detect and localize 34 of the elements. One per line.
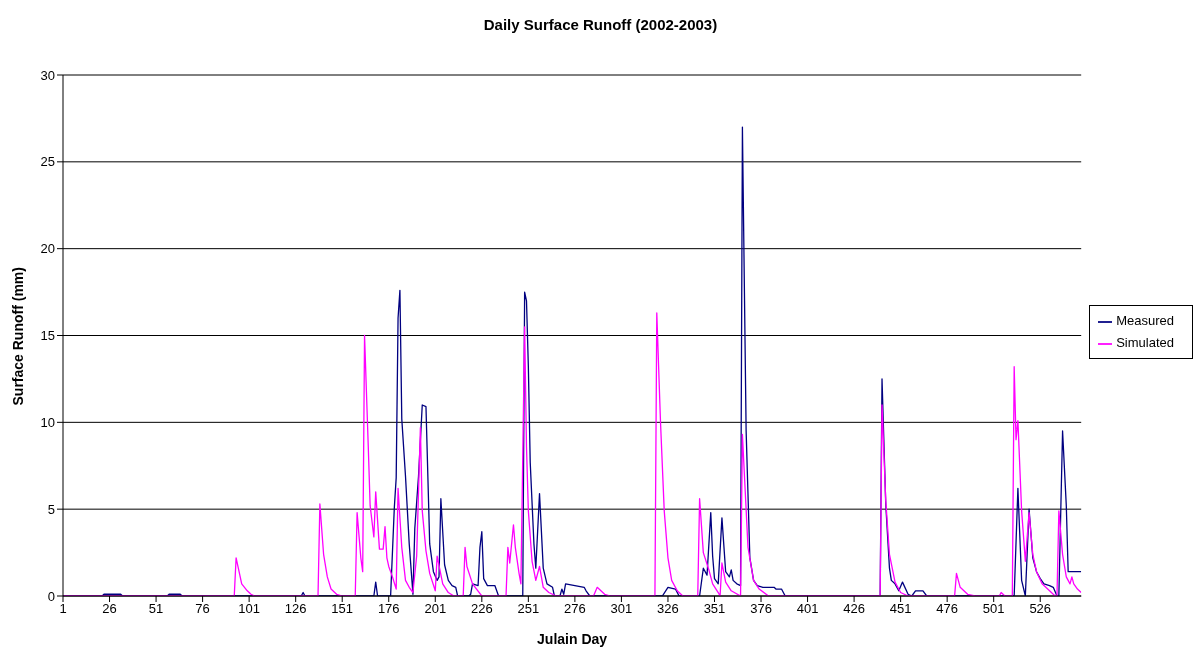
x-tick-label: 126 — [284, 601, 307, 617]
x-tick-label: 151 — [331, 601, 354, 617]
y-tick-label: 30 — [40, 67, 55, 83]
chart-title: Daily Surface Runoff (2002-2003) — [482, 16, 719, 33]
x-tick-label: 376 — [750, 601, 772, 617]
x-tick-label: 451 — [889, 601, 912, 617]
y-tick-label: 10 — [40, 414, 55, 430]
x-tick-label: 401 — [796, 601, 819, 617]
x-tick-label: 201 — [424, 601, 447, 617]
x-tick-label: 76 — [195, 601, 210, 617]
legend-label: Measured — [1116, 313, 1174, 328]
legend-label: Simulated — [1116, 335, 1174, 350]
x-tick-label: 501 — [982, 601, 1005, 617]
x-tick-label: 526 — [1029, 601, 1052, 617]
x-tick-label: 176 — [377, 601, 400, 617]
x-tick-label: 51 — [148, 601, 164, 617]
x-tick-label: 251 — [517, 601, 540, 617]
x-tick-label: 326 — [657, 601, 679, 617]
y-tick-label: 5 — [47, 501, 55, 517]
x-tick-label: 26 — [102, 601, 117, 617]
x-tick-label: 351 — [703, 601, 726, 617]
x-tick-label: 301 — [610, 601, 633, 617]
y-tick-label: 20 — [40, 241, 55, 257]
x-tick-label: 426 — [843, 601, 865, 617]
y-tick-label: 0 — [47, 588, 55, 604]
x-tick-label: 276 — [564, 601, 586, 617]
y-tick-label: 25 — [40, 154, 55, 170]
x-axis-title: Julain Day — [537, 631, 608, 647]
y-axis-title: Surface Runoff (mm) — [9, 267, 26, 406]
x-tick-label: 1 — [59, 601, 67, 617]
x-tick-label: 226 — [470, 601, 493, 617]
x-tick-label: 101 — [238, 601, 260, 617]
y-tick-label: 15 — [40, 328, 55, 344]
x-tick-label: 476 — [936, 601, 959, 617]
